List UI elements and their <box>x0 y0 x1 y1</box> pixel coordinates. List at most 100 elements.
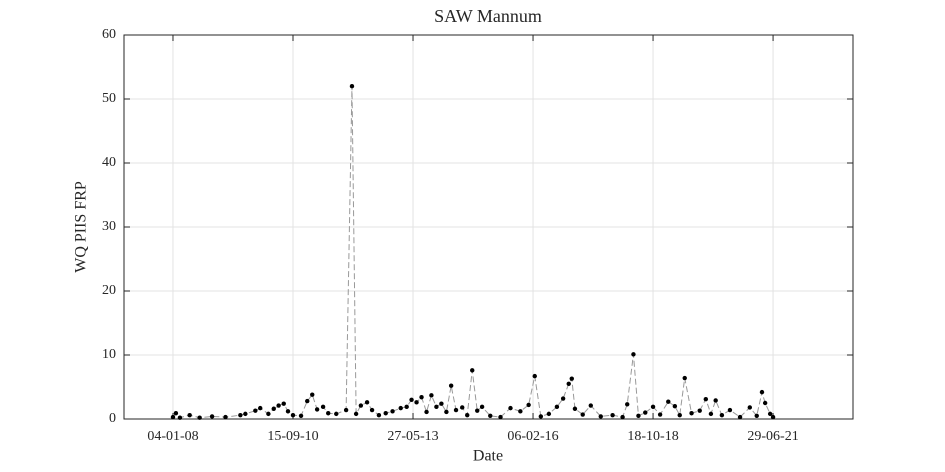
x-tick-label: 29-06-21 <box>747 429 798 444</box>
data-point <box>398 405 403 411</box>
data-point <box>448 383 454 388</box>
data-point <box>554 404 560 410</box>
data-point <box>689 411 694 416</box>
data-point <box>546 411 552 417</box>
data-point <box>197 415 202 420</box>
data-point <box>588 403 593 408</box>
x-tick-label: 27-05-13 <box>387 429 438 444</box>
data-point <box>238 412 243 418</box>
data-point <box>770 414 776 420</box>
data-point <box>538 414 544 419</box>
data-point <box>290 412 296 418</box>
data-point <box>643 410 648 415</box>
data-point <box>754 413 759 418</box>
data-point <box>762 400 768 406</box>
y-tick-label: 0 <box>109 411 116 426</box>
data-point <box>631 352 636 357</box>
data-point <box>376 412 382 418</box>
data-point <box>620 414 625 420</box>
data-point <box>358 403 364 408</box>
data-point <box>479 404 485 410</box>
data-point <box>439 401 444 406</box>
data-point <box>610 412 615 418</box>
data-point <box>281 401 286 406</box>
data-point <box>572 406 578 411</box>
grid <box>124 34 853 420</box>
data-point <box>636 413 641 418</box>
data-point <box>460 405 465 410</box>
data-point <box>177 415 183 420</box>
x-axis-label: Date <box>473 448 503 465</box>
data-point <box>518 409 523 414</box>
data-point <box>305 398 310 404</box>
data-point <box>657 412 663 417</box>
data-point <box>409 397 414 402</box>
data-point <box>320 404 326 410</box>
x-tick-label: 18-10-18 <box>627 429 678 444</box>
data-point <box>526 402 531 408</box>
data-point <box>310 392 315 397</box>
y-tick-label: 40 <box>102 155 116 170</box>
plot-frame <box>123 34 854 420</box>
y-tick-label: 20 <box>102 283 116 298</box>
y-tick-label: 10 <box>102 347 116 362</box>
data-point <box>465 412 470 418</box>
data-point <box>708 411 714 417</box>
data-point <box>383 411 388 416</box>
x-tick-label: 06-02-16 <box>507 429 558 444</box>
data-point <box>349 84 355 89</box>
data-point <box>285 409 291 414</box>
data-point <box>364 400 370 405</box>
data-point <box>569 376 574 381</box>
data-point <box>713 398 718 403</box>
data-point <box>650 404 656 410</box>
data-point <box>598 414 603 419</box>
data-point <box>672 404 678 409</box>
data-point <box>271 406 276 411</box>
data-point <box>209 414 215 419</box>
data-point <box>390 409 395 414</box>
data-point <box>767 411 773 417</box>
data-point <box>266 411 271 417</box>
data-point <box>508 405 513 411</box>
data-point <box>580 412 585 417</box>
data-point <box>353 411 359 417</box>
data-point <box>470 368 475 373</box>
data-point <box>747 405 752 410</box>
data-point <box>276 403 281 408</box>
data-point <box>369 407 375 413</box>
data-point <box>566 381 571 386</box>
data-point <box>560 396 566 401</box>
data-point <box>498 414 503 420</box>
data-point <box>727 407 733 413</box>
data-point <box>682 375 687 381</box>
data-point <box>453 407 459 413</box>
data-point <box>677 412 682 418</box>
data-point <box>343 407 349 413</box>
data-point <box>414 400 419 405</box>
data-point <box>243 411 248 417</box>
data-point <box>666 399 671 404</box>
y-tick-label: 30 <box>102 219 116 234</box>
data-point <box>737 414 743 420</box>
data-point <box>187 412 192 418</box>
data-point <box>434 404 439 410</box>
data-point <box>173 411 179 416</box>
data-point <box>298 413 304 418</box>
data-point <box>170 414 176 420</box>
data-point <box>625 402 630 407</box>
data-point <box>759 389 765 395</box>
data-point <box>703 396 709 402</box>
data-point <box>314 407 320 412</box>
data-point <box>326 411 331 416</box>
data-point <box>253 408 258 413</box>
data-point <box>488 413 493 418</box>
data-point <box>424 409 429 415</box>
y-tick-label: 50 <box>102 91 116 106</box>
data-point <box>429 393 434 398</box>
data-point <box>444 409 449 415</box>
y-tick-label: 60 <box>102 27 116 42</box>
data-point <box>719 412 725 418</box>
